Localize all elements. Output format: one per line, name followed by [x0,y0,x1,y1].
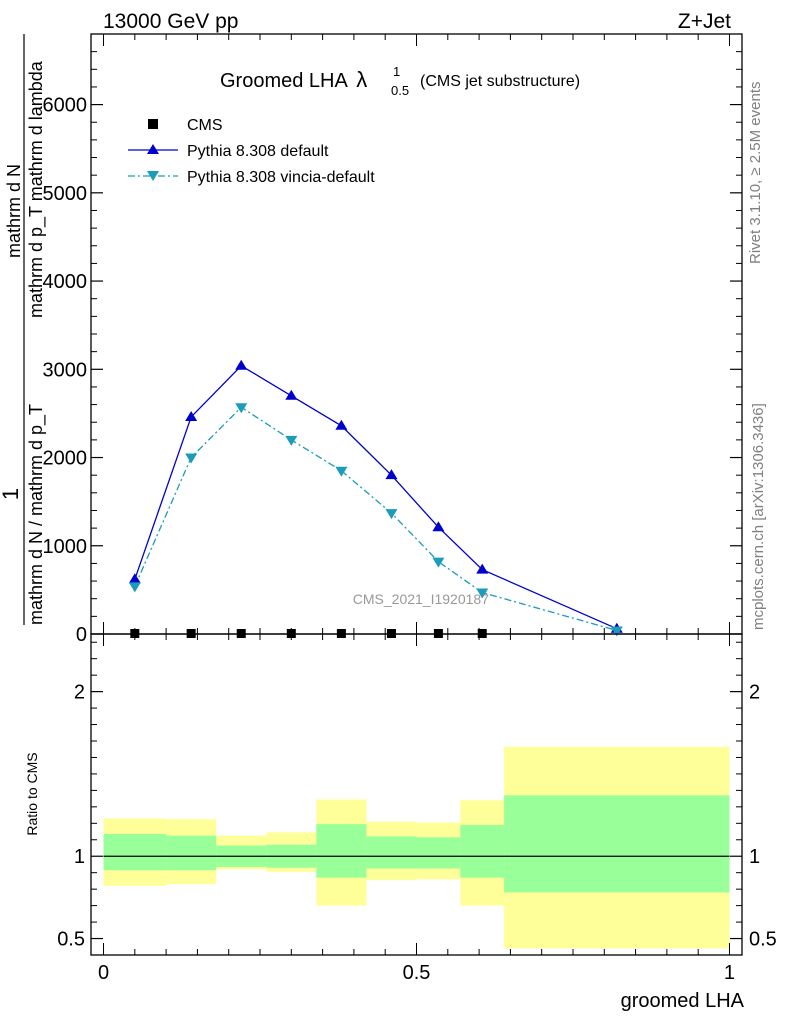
series-default-point [235,359,248,370]
ratio-band-inner [166,835,217,871]
ratio-ytick-label: 2 [74,682,85,704]
legend: CMS Pythia 8.308 default Pythia 8.308 vi… [128,117,375,186]
ylabel-den-sub: mathrm d p_T mathrm d lambda [26,60,47,318]
series-vincia-point [432,557,445,568]
series-default-point [185,410,198,421]
main-ytick-label: 3000 [43,359,88,381]
series-vincia-point [128,582,141,593]
series-default-point [432,521,445,532]
main-panel: 0 1000 2000 3000 4000 5000 6000 [43,33,743,646]
ratio-xtick-label: 1 [724,962,735,984]
main-ytick-label: 4000 [43,271,88,293]
ratio-band-inner [316,824,367,878]
xlabel: groomed LHA [621,990,745,1012]
ylabel-one: 1 [0,488,23,500]
legend-vincia-label: Pythia 8.308 vincia-default [187,169,375,186]
series-vincia-point [385,509,398,520]
ratio-band-inner [504,795,730,893]
legend-cms-label: CMS [187,117,223,134]
side-mcplots: mcplots.cern.ch [arXiv:1306.3436] [750,403,767,630]
header-right: Z+Jet [678,10,731,33]
ratio-xtick-label: 0.5 [403,962,431,984]
title-sup: 1 [393,64,400,79]
series-default-line [134,364,618,630]
series-vincia-point [335,466,348,477]
ratio-ytick-label-right: 1 [749,846,760,868]
title-main: Groomed LHA [220,70,348,92]
main-ytick-label: 2000 [43,448,88,470]
ratio-ylabel: Ratio to CMS [24,752,40,835]
series-default-point [128,573,141,584]
series-default-point [285,389,298,400]
side-rivet: Rivet 3.1.10, ≥ 2.5M events [747,82,764,265]
ratio-band-inner [366,836,417,869]
series-vincia-point [185,453,198,464]
series-default-point [476,563,489,574]
series-vincia-point [610,626,623,637]
watermark: CMS_2021_I1920187 [353,591,489,607]
ratio-panel: 0.5 0.5 1 1 2 2 0 0.5 1 [57,633,777,984]
series-vincia-point [476,588,489,599]
title-sub: 0.5 [391,83,409,98]
ratio-ytick-label-right: 2 [749,682,760,704]
legend-default-marker [147,144,159,154]
ylabel-den-main: mathrm d N [4,164,24,258]
ratio-band-inner [460,824,505,878]
series-default-point [385,469,398,480]
ratio-ytick-label: 0.5 [57,929,85,951]
main-ylabel: 1 mathrm d N / mathrm d p_T mathrm d N m… [0,34,47,625]
main-ytick-label: 5000 [43,183,88,205]
title-suffix: (CMS jet substructure) [420,73,580,90]
header-left: 13000 GeV pp [103,10,238,33]
ratio-xtick-label: 0 [98,962,109,984]
ratio-band-inner [416,837,461,869]
series-vincia-point [235,403,248,414]
legend-vincia-marker [147,171,159,181]
legend-default-label: Pythia 8.308 default [187,143,329,160]
legend-cms-marker [148,119,158,129]
main-ytick-label: 6000 [43,95,88,117]
ratio-band-inner [103,834,167,871]
title-lambda: λ [356,67,367,92]
main-ytick-label: 1000 [43,536,88,558]
ratio-ytick-label: 1 [74,846,85,868]
series-default-point [335,419,348,430]
ratio-ytick-label-right: 0.5 [749,929,777,951]
chart-title: Groomed LHA λ [220,67,367,92]
main-ytick-label: 0 [76,624,87,646]
ylabel-num: mathrm d N / mathrm d p_T [26,404,47,625]
series-vincia-point [285,435,298,446]
